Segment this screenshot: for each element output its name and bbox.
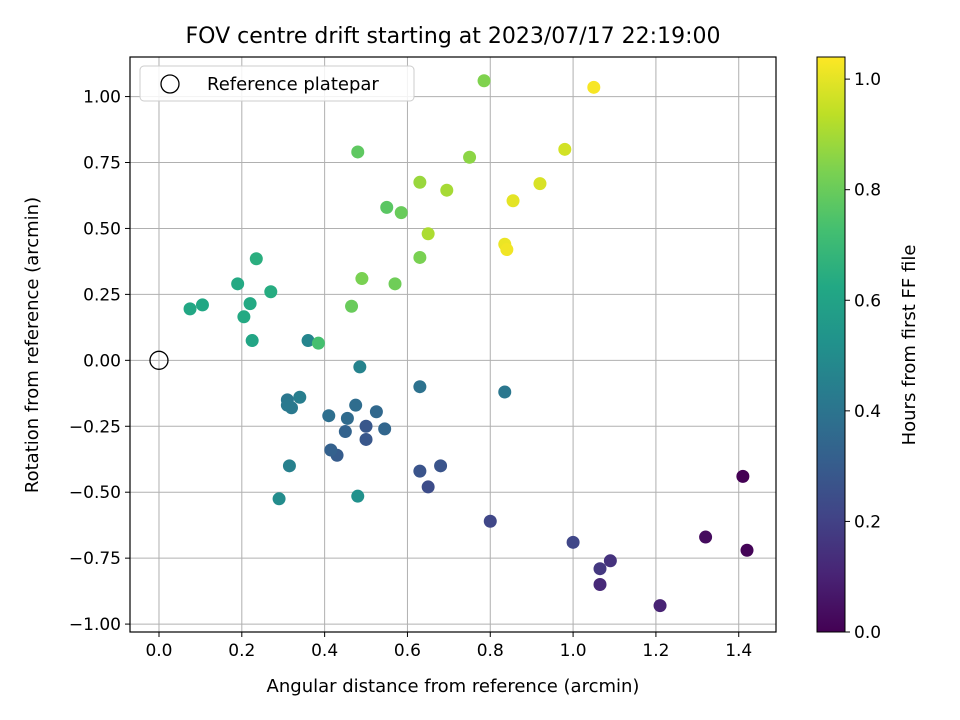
- data-point: [349, 398, 363, 412]
- reference-marker: [149, 350, 169, 370]
- data-point: [653, 599, 667, 613]
- data-point: [183, 302, 197, 316]
- data-point: [311, 336, 325, 350]
- y-tick-label: 0.00: [83, 351, 121, 371]
- data-point: [533, 177, 547, 191]
- colorbar-label: Hours from first FF file: [899, 245, 920, 446]
- data-point: [593, 562, 607, 576]
- data-points: [183, 74, 754, 613]
- data-point: [388, 277, 402, 291]
- data-point: [394, 206, 408, 220]
- data-point: [498, 385, 512, 399]
- data-point: [243, 297, 257, 311]
- data-point: [231, 277, 245, 291]
- data-point: [293, 390, 307, 404]
- colorbar: [816, 56, 846, 633]
- data-point: [740, 543, 754, 557]
- data-point: [500, 243, 514, 257]
- data-point: [353, 360, 367, 374]
- data-point: [338, 425, 352, 439]
- data-point: [345, 299, 359, 313]
- x-tick-label: 0.0: [145, 641, 172, 661]
- y-tick-label: 1.00: [83, 88, 121, 108]
- data-point: [421, 480, 435, 494]
- legend-entry-reference: Reference platepar: [207, 74, 379, 95]
- colorbar-tick-label: 0.2: [854, 512, 881, 532]
- data-point: [421, 227, 435, 241]
- data-point: [359, 419, 373, 433]
- data-point: [699, 530, 713, 544]
- reference-platepar-point: [149, 350, 169, 370]
- data-point: [483, 514, 497, 528]
- y-tick-label: 0.25: [83, 285, 121, 305]
- data-point: [264, 285, 278, 299]
- data-point: [322, 409, 336, 423]
- data-point: [378, 422, 392, 436]
- legend: Reference platepar: [139, 65, 415, 102]
- colorbar-tick-label: 1.0: [854, 70, 881, 90]
- data-point: [413, 464, 427, 478]
- y-tick-label: −0.75: [69, 549, 121, 569]
- data-point: [506, 194, 520, 208]
- data-point: [237, 310, 251, 324]
- data-point: [566, 535, 580, 549]
- data-point: [282, 459, 296, 473]
- data-point: [301, 334, 315, 348]
- data-point: [558, 142, 572, 156]
- x-tick-label: 1.0: [560, 641, 587, 661]
- x-tick-label: 1.2: [642, 641, 669, 661]
- colorbar-tick-label: 0.6: [854, 291, 881, 311]
- grid-lines: [130, 57, 776, 632]
- data-point: [380, 200, 394, 214]
- x-axis-ticks: 0.0 0.2 0.4 0.6 0.8 1.0 1.2 1.4: [145, 632, 752, 661]
- x-tick-label: 0.8: [477, 641, 504, 661]
- x-tick-label: 0.4: [311, 641, 338, 661]
- data-point: [736, 469, 750, 483]
- y-tick-label: 0.50: [83, 219, 121, 239]
- colorbar-tick-label: 0.4: [854, 402, 881, 422]
- data-point: [434, 459, 448, 473]
- colorbar-ticks: 0.0 0.2 0.4 0.6 0.8 1.0: [845, 70, 881, 643]
- y-tick-label: −0.50: [69, 483, 121, 503]
- colorbar-tick-label: 0.0: [854, 623, 881, 643]
- colorbar-tick-label: 0.8: [854, 181, 881, 201]
- data-point: [195, 298, 209, 312]
- chart-title: FOV centre drift starting at 2023/07/17 …: [186, 24, 721, 49]
- data-point: [351, 489, 365, 503]
- y-axis-ticks: −1.00 −0.75 −0.50 −0.25 0.00 0.25 0.50 0.75 1.00: [69, 88, 130, 635]
- data-point: [324, 443, 338, 457]
- data-point: [440, 183, 454, 197]
- data-point: [413, 175, 427, 189]
- data-point: [359, 432, 373, 446]
- data-point: [355, 272, 369, 286]
- data-point: [285, 401, 298, 415]
- data-point: [593, 578, 607, 592]
- data-point: [413, 250, 427, 264]
- data-point: [587, 80, 601, 94]
- data-point: [351, 145, 365, 159]
- x-axis-label: Angular distance from reference (arcmin): [267, 676, 640, 697]
- data-point: [340, 411, 354, 425]
- y-axis-label: Rotation from reference (arcmin): [22, 197, 43, 493]
- y-tick-label: 0.75: [83, 154, 121, 174]
- x-tick-label: 0.6: [394, 641, 421, 661]
- data-point: [245, 334, 259, 348]
- data-point: [603, 554, 617, 568]
- data-point: [413, 380, 427, 394]
- data-point: [369, 405, 383, 419]
- x-tick-label: 1.4: [725, 641, 752, 661]
- data-point: [477, 74, 491, 88]
- y-tick-label: −0.25: [69, 417, 121, 437]
- x-tick-label: 0.2: [228, 641, 255, 661]
- legend-box: [139, 65, 415, 102]
- data-point: [249, 252, 263, 266]
- data-point: [463, 150, 477, 164]
- data-point: [272, 492, 286, 506]
- y-tick-label: −1.00: [69, 615, 121, 635]
- plot-frame: [129, 56, 777, 633]
- legend-reference-marker: [160, 74, 180, 94]
